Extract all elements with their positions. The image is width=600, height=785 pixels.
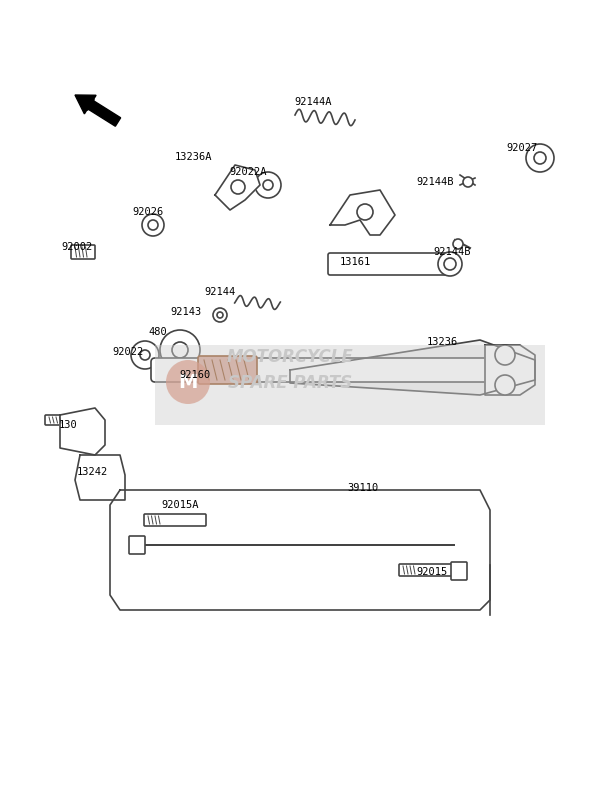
Text: 92022: 92022 — [112, 347, 143, 357]
FancyBboxPatch shape — [451, 562, 467, 580]
Text: 92144B: 92144B — [433, 247, 471, 257]
Text: 92022A: 92022A — [229, 167, 267, 177]
FancyBboxPatch shape — [144, 514, 206, 526]
Text: 39110: 39110 — [347, 483, 379, 493]
FancyBboxPatch shape — [129, 536, 145, 554]
Text: 13242: 13242 — [76, 467, 107, 477]
Polygon shape — [290, 340, 535, 395]
Text: 92026: 92026 — [133, 207, 164, 217]
Polygon shape — [94, 471, 106, 485]
Circle shape — [526, 144, 554, 172]
Circle shape — [495, 375, 515, 395]
Text: 92015A: 92015A — [161, 500, 199, 510]
Circle shape — [463, 177, 473, 187]
Circle shape — [213, 308, 227, 322]
Polygon shape — [60, 408, 105, 455]
Polygon shape — [485, 345, 535, 395]
Circle shape — [97, 474, 104, 481]
Text: M: M — [178, 373, 197, 392]
Circle shape — [231, 180, 245, 194]
FancyBboxPatch shape — [45, 415, 65, 425]
Polygon shape — [215, 165, 260, 210]
Circle shape — [140, 350, 150, 360]
Circle shape — [444, 258, 456, 270]
FancyBboxPatch shape — [198, 356, 257, 384]
Text: 13236: 13236 — [427, 337, 458, 347]
Text: 92144: 92144 — [205, 287, 236, 297]
Circle shape — [357, 204, 373, 220]
Text: 480: 480 — [149, 327, 167, 337]
Text: 13161: 13161 — [340, 257, 371, 267]
Circle shape — [438, 252, 462, 276]
FancyArrow shape — [75, 95, 121, 126]
Text: 92143: 92143 — [170, 307, 202, 317]
Text: 130: 130 — [59, 420, 77, 430]
Circle shape — [172, 342, 188, 358]
FancyBboxPatch shape — [328, 253, 452, 275]
Text: 92027: 92027 — [506, 143, 538, 153]
Circle shape — [166, 360, 210, 404]
Circle shape — [148, 220, 158, 230]
Circle shape — [453, 239, 463, 249]
Circle shape — [263, 180, 273, 190]
Text: 92015: 92015 — [416, 567, 448, 577]
Circle shape — [495, 345, 515, 365]
Text: 92002: 92002 — [61, 242, 92, 252]
FancyBboxPatch shape — [71, 245, 95, 259]
Text: 92144B: 92144B — [416, 177, 454, 187]
FancyBboxPatch shape — [399, 564, 461, 576]
FancyBboxPatch shape — [155, 345, 545, 425]
Text: MOTORCYCLE
SPARE PARTS: MOTORCYCLE SPARE PARTS — [227, 349, 353, 392]
Polygon shape — [330, 190, 395, 235]
Circle shape — [255, 172, 281, 198]
Circle shape — [534, 152, 546, 164]
FancyBboxPatch shape — [151, 358, 489, 382]
Text: 92160: 92160 — [179, 370, 211, 380]
Circle shape — [160, 330, 200, 370]
Text: 13236A: 13236A — [174, 152, 212, 162]
Polygon shape — [110, 490, 490, 610]
Circle shape — [131, 341, 159, 369]
Circle shape — [142, 214, 164, 236]
Text: 92144A: 92144A — [294, 97, 332, 107]
Polygon shape — [75, 455, 125, 500]
Circle shape — [217, 312, 223, 318]
